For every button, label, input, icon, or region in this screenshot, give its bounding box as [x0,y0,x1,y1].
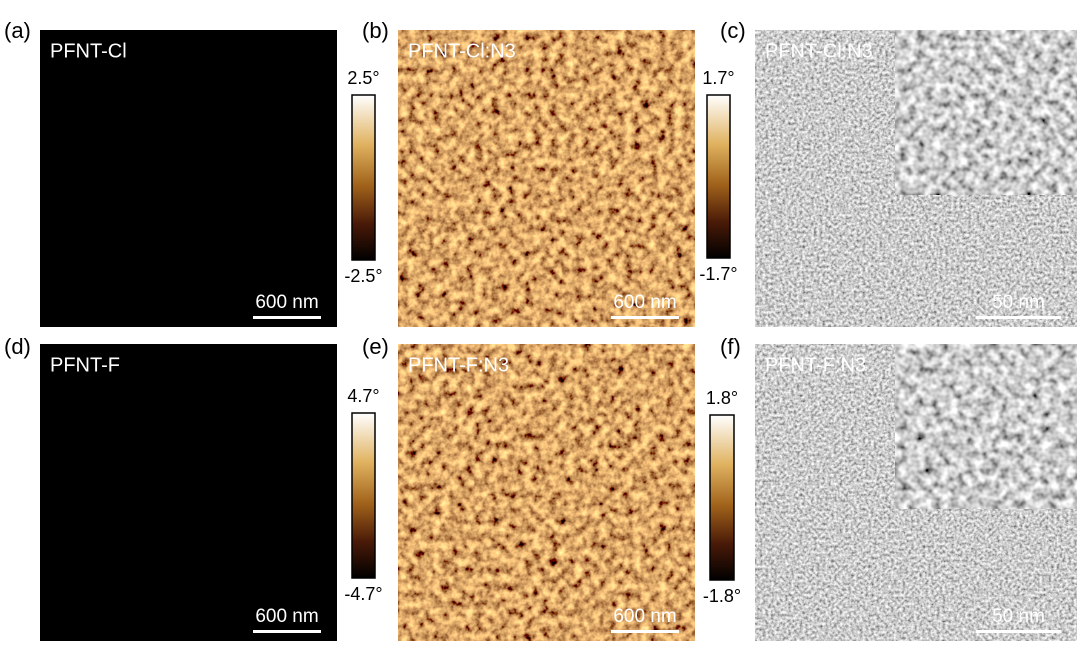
colorbar-min: -1.7° [699,264,737,284]
panel-letter: (f) [720,334,741,359]
panel-letter: (d) [4,334,31,359]
scale-bar [976,316,1061,319]
colorbar-max: 4.7° [347,386,379,406]
panel-letter: (b) [362,18,389,43]
scale-bar-label: 600 nm [255,606,318,627]
sample-name: PFNT-F [50,354,120,376]
sample-name: PFNT-Cl [50,40,127,62]
scale-bar [611,630,679,633]
scale-bar [976,630,1061,633]
panel-letter: (c) [720,18,746,43]
scale-bar-label: 50 nm [992,606,1045,627]
colorbar [351,412,376,579]
image [398,344,695,641]
panel-letter: (a) [4,18,31,43]
panel-letter: (e) [362,334,389,359]
colorbar [709,414,735,581]
colorbar-max: 2.5° [347,68,379,88]
colorbar-max: 1.8° [706,388,738,408]
colorbar [351,94,376,261]
scale-bar-label: 50 nm [992,292,1045,313]
image [40,30,337,327]
colorbar-min: -4.7° [344,584,382,604]
scale-bar-label: 600 nm [255,292,318,313]
colorbar-min: -1.8° [703,586,741,606]
sample-name: PFNT-Cl:N3 [765,40,873,62]
scale-bar-label: 600 nm [613,292,676,313]
image [398,30,695,327]
scale-bar [253,316,321,319]
inset-image [895,344,1077,509]
colorbar [706,94,731,259]
sample-name: PFNT-Cl:N3 [408,40,516,62]
sample-name: PFNT-F:N3 [408,354,509,376]
sample-name: PFNT-F:N3 [765,354,866,376]
scale-bar [611,316,679,319]
scale-bar-label: 600 nm [613,606,676,627]
inset-image [895,30,1077,195]
colorbar-min: -2.5° [344,266,382,286]
scale-bar [253,630,321,633]
image [40,344,337,641]
colorbar-max: 1.7° [702,68,734,88]
